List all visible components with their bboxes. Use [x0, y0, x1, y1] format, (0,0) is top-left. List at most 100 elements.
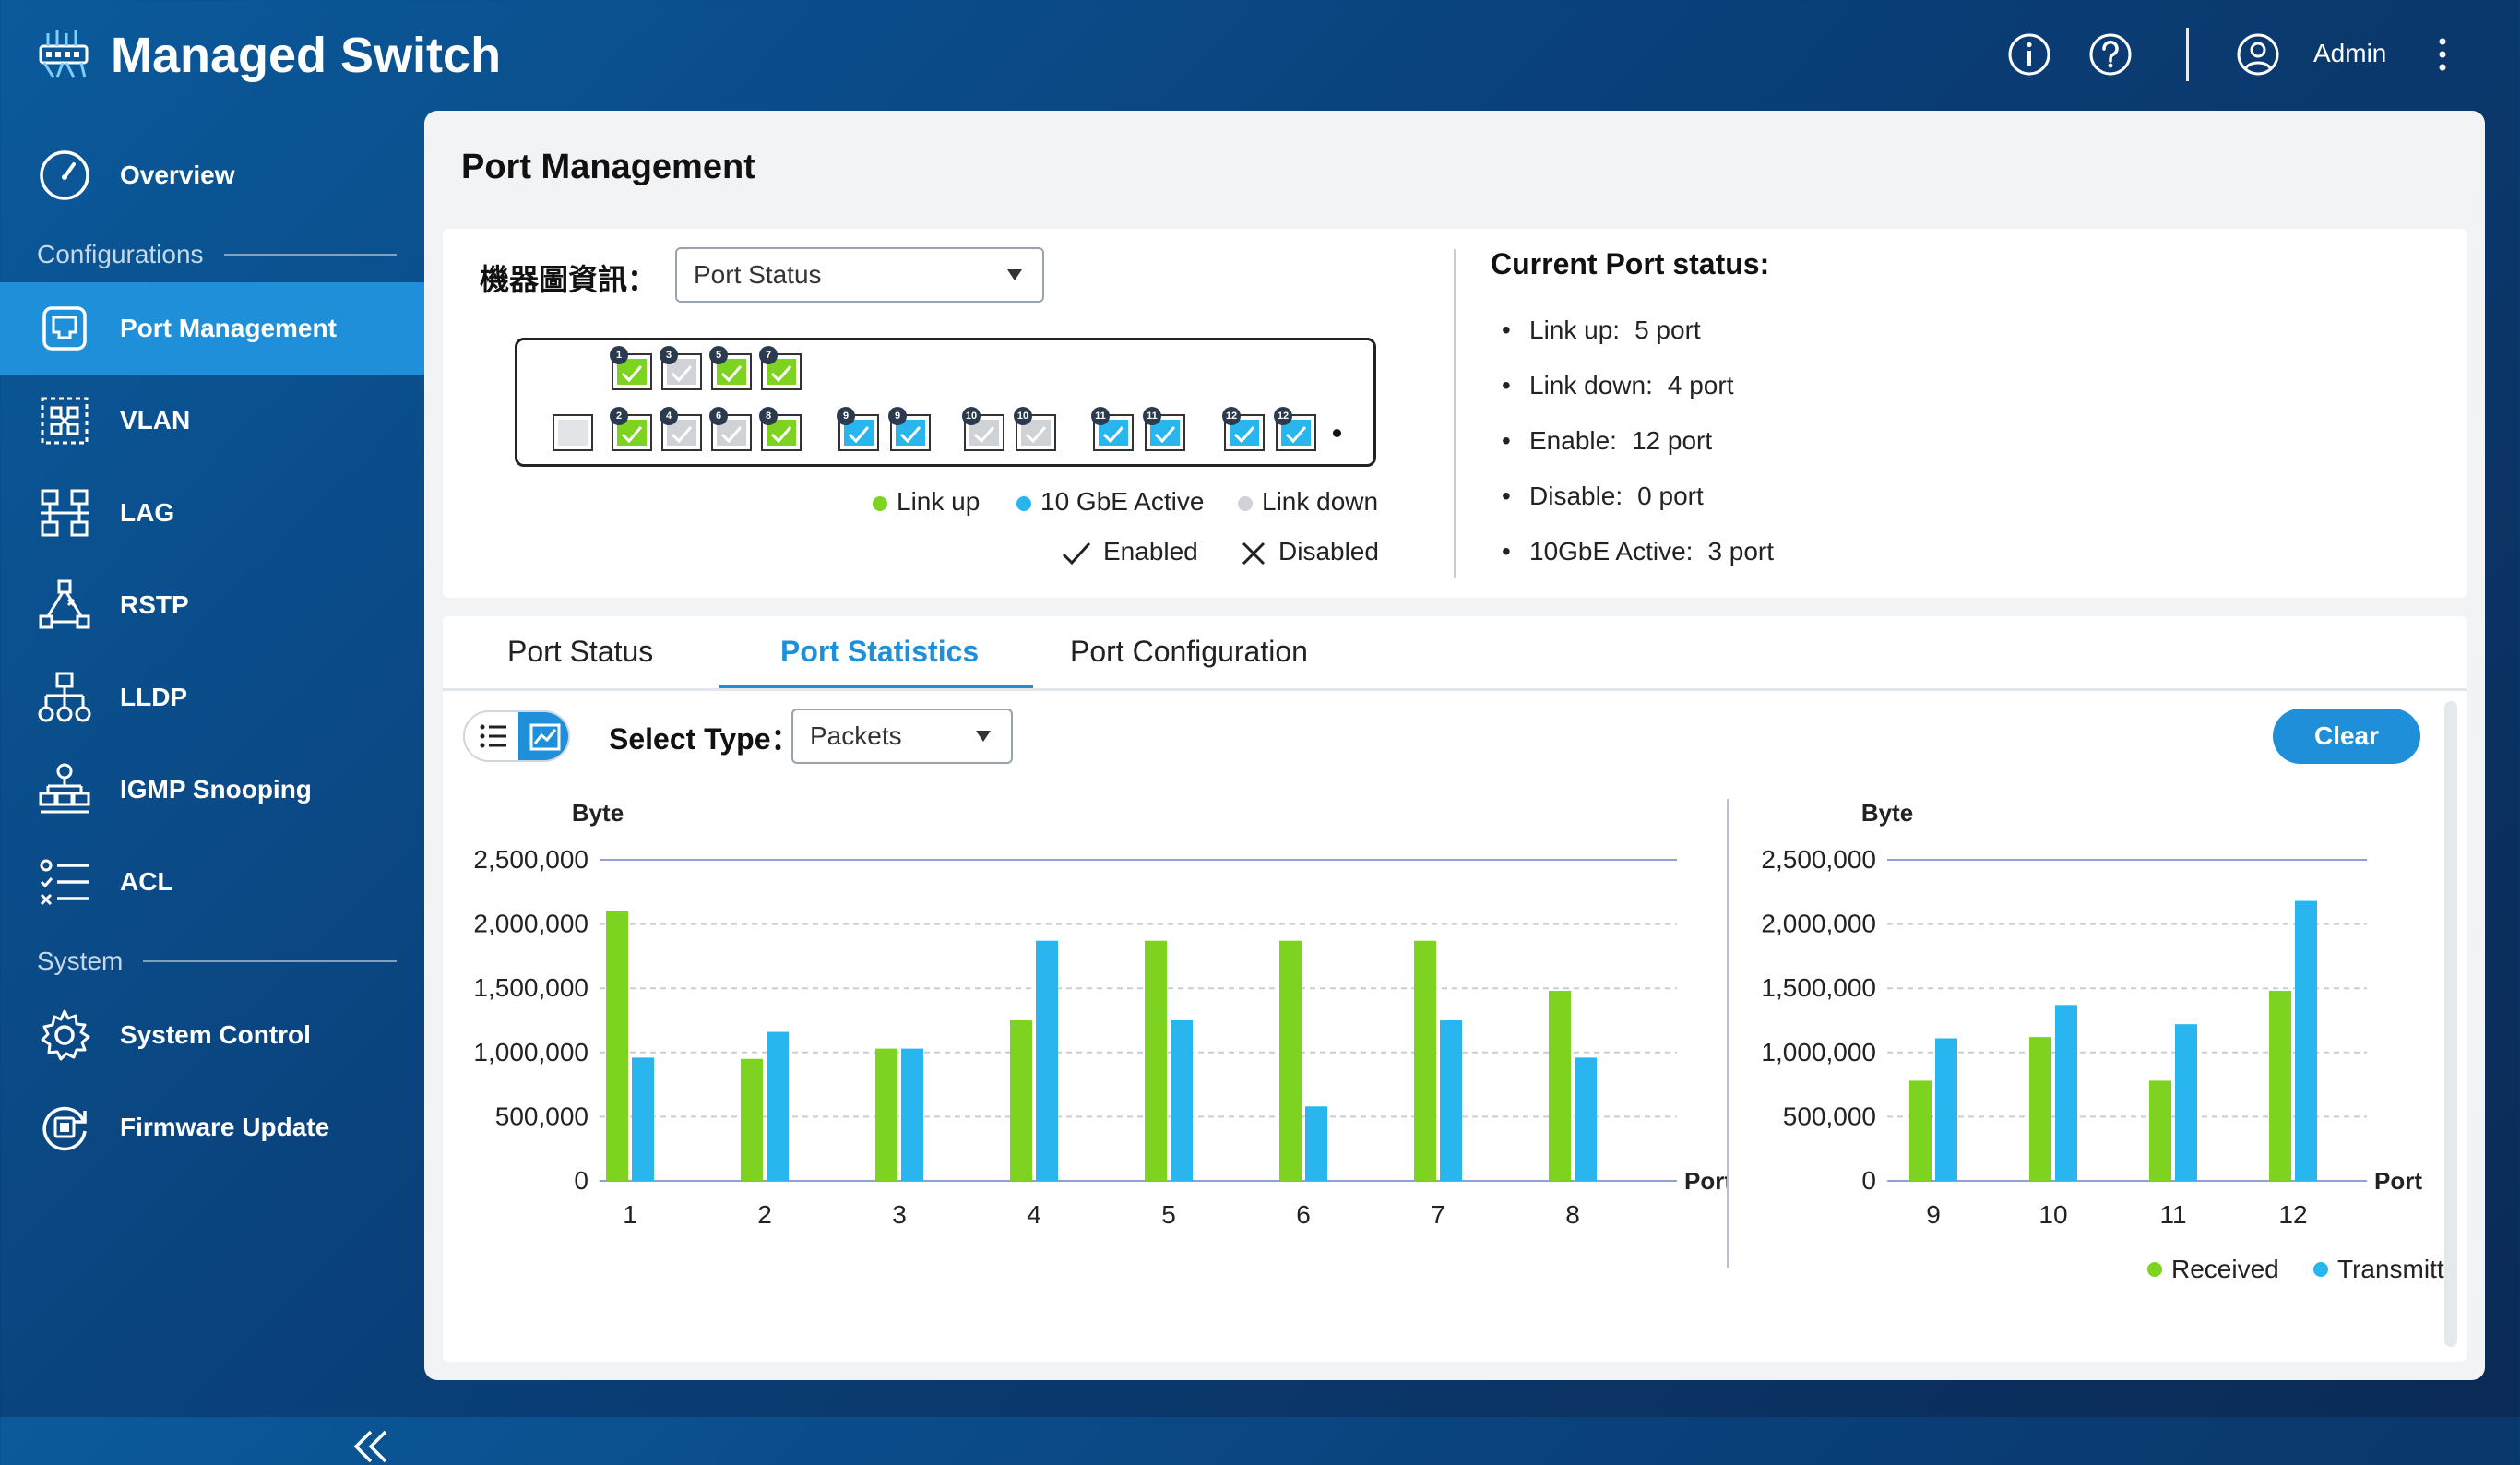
section-system: System: [37, 947, 397, 976]
check-icon: [1154, 426, 1176, 444]
clear-button[interactable]: Clear: [2273, 709, 2420, 764]
more-vertical-icon[interactable]: [2420, 32, 2465, 77]
port-3[interactable]: 3: [660, 346, 702, 390]
legend-transmitted: Transmitted: [2337, 1255, 2448, 1283]
vertical-scrollbar[interactable]: [2444, 701, 2457, 1347]
device-view-select[interactable]: Port Status: [675, 247, 1044, 303]
port-2[interactable]: 2: [610, 407, 652, 451]
port-number: 7: [759, 346, 778, 364]
port-status-title: Current Port status:: [1491, 247, 1770, 280]
y-tick-label: 500,000: [1783, 1102, 1876, 1130]
bar-received-port-2: [741, 1058, 763, 1181]
check-icon: [720, 426, 743, 444]
port-number: 12: [1222, 407, 1241, 425]
sidebar-item-port-management[interactable]: Port Management: [0, 282, 424, 375]
bar-received-port-6: [1279, 940, 1302, 1181]
collapse-sidebar-icon[interactable]: [351, 1428, 391, 1465]
check-icon: [1285, 426, 1307, 444]
sidebar-item-overview[interactable]: Overview: [0, 129, 424, 221]
port-9[interactable]: 9: [888, 407, 931, 451]
port-1[interactable]: 1: [610, 346, 652, 390]
bar-received-port-11: [2149, 1080, 2171, 1181]
port-number: 9: [837, 407, 855, 425]
port-10[interactable]: 10: [1014, 407, 1056, 451]
switch-panel: 1 3 5 7 2 4 6 8 9 9 10 10 11 11 12 12: [515, 338, 1376, 467]
port-9[interactable]: 9: [837, 407, 879, 451]
tab-port-statistics[interactable]: Port Statistics: [780, 635, 980, 668]
user-icon[interactable]: [2236, 32, 2280, 77]
port-number: 6: [709, 407, 728, 425]
x-tick-label: 9: [1926, 1200, 1941, 1229]
list-item: 10GbE Active:3 port: [1491, 524, 1774, 579]
sidebar-item-lldp[interactable]: LLDP: [0, 651, 424, 744]
port-4[interactable]: 4: [660, 407, 702, 451]
port-number: 10: [1014, 407, 1032, 425]
vlan-icon: [41, 397, 89, 445]
list-view-icon[interactable]: [480, 723, 507, 749]
legend-dot: [2147, 1262, 2162, 1277]
sidebar-item-vlan[interactable]: VLAN: [0, 375, 424, 467]
y-axis-label: Byte: [1861, 799, 1913, 827]
lldp-icon: [38, 672, 91, 722]
check-icon: [621, 426, 643, 444]
port-11[interactable]: 11: [1091, 407, 1134, 451]
sidebar-item-system-control[interactable]: System Control: [0, 989, 424, 1081]
help-icon[interactable]: [2088, 32, 2133, 77]
check-icon: [720, 365, 743, 383]
x-axis-label: Port: [1684, 1167, 1727, 1195]
page-title: Port Management: [461, 148, 755, 186]
port-10[interactable]: 10: [962, 407, 1004, 451]
y-tick-label: 2,000,000: [1761, 910, 1876, 938]
tab-port-status[interactable]: Port Status: [507, 635, 654, 668]
x-tick-label: 7: [1431, 1200, 1445, 1229]
section-configurations: Configurations: [37, 240, 397, 269]
port-number: 8: [759, 407, 778, 425]
active-tab-indicator: [719, 685, 1033, 688]
port-status-list: Link up:5 port Link down:4 port Enable:1…: [1491, 303, 1774, 579]
sidebar-item-firmware-update[interactable]: Firmware Update: [0, 1081, 424, 1173]
y-tick-label: 1,000,000: [1761, 1038, 1876, 1066]
tab-port-configuration[interactable]: Port Configuration: [1070, 635, 1308, 668]
sidebar-item-lag[interactable]: LAG: [0, 467, 424, 559]
port-12[interactable]: 12: [1274, 407, 1316, 451]
close-icon: [1242, 542, 1266, 565]
legend-link-down: Link down: [1238, 487, 1378, 517]
sidebar-item-label: LLDP: [120, 683, 188, 711]
select-value: Port Status: [694, 260, 822, 289]
uplink-port: [553, 414, 593, 451]
view-toggle[interactable]: [463, 710, 570, 762]
x-tick-label: 11: [2159, 1200, 2186, 1229]
list-item: Disable:0 port: [1491, 469, 1774, 524]
legend-10gbe-active: 10 GbE Active: [1016, 487, 1204, 517]
section-label: Configurations: [37, 240, 204, 268]
user-name[interactable]: Admin: [2313, 39, 2387, 67]
port-12[interactable]: 12: [1222, 407, 1265, 451]
sidebar-item-label: RSTP: [120, 590, 189, 619]
status-led: [1333, 429, 1341, 437]
sidebar-item-rstp[interactable]: RSTP: [0, 559, 424, 651]
sidebar-item-acl[interactable]: ACL: [0, 836, 424, 928]
check-icon: [770, 426, 792, 444]
bar-transmitted-port-5: [1171, 1020, 1193, 1181]
port-5[interactable]: 5: [709, 346, 752, 390]
sidebar-item-igmp-snooping[interactable]: IGMP Snooping: [0, 744, 424, 836]
port-8[interactable]: 8: [759, 407, 802, 451]
port-6[interactable]: 6: [709, 407, 752, 451]
port-11[interactable]: 11: [1143, 407, 1185, 451]
port-7[interactable]: 7: [759, 346, 802, 390]
gear-icon: [41, 1009, 90, 1061]
bar-received-port-7: [1414, 940, 1436, 1181]
port-number: 12: [1274, 407, 1292, 425]
chart-view-icon[interactable]: [529, 723, 561, 751]
legend-enabled: Enabled: [1061, 537, 1198, 567]
firmware-icon: [42, 1106, 87, 1151]
check-icon: [848, 426, 870, 444]
chevron-down-icon: [976, 731, 991, 742]
select-type-dropdown[interactable]: Packets: [791, 709, 1013, 764]
list-item: Link up:5 port: [1491, 303, 1774, 358]
x-axis-label: Port: [2374, 1167, 2422, 1195]
info-icon[interactable]: [2007, 32, 2051, 77]
port-number: 3: [660, 346, 678, 364]
switch-logo-icon: [39, 30, 89, 78]
bar-received-port-4: [1010, 1020, 1032, 1181]
